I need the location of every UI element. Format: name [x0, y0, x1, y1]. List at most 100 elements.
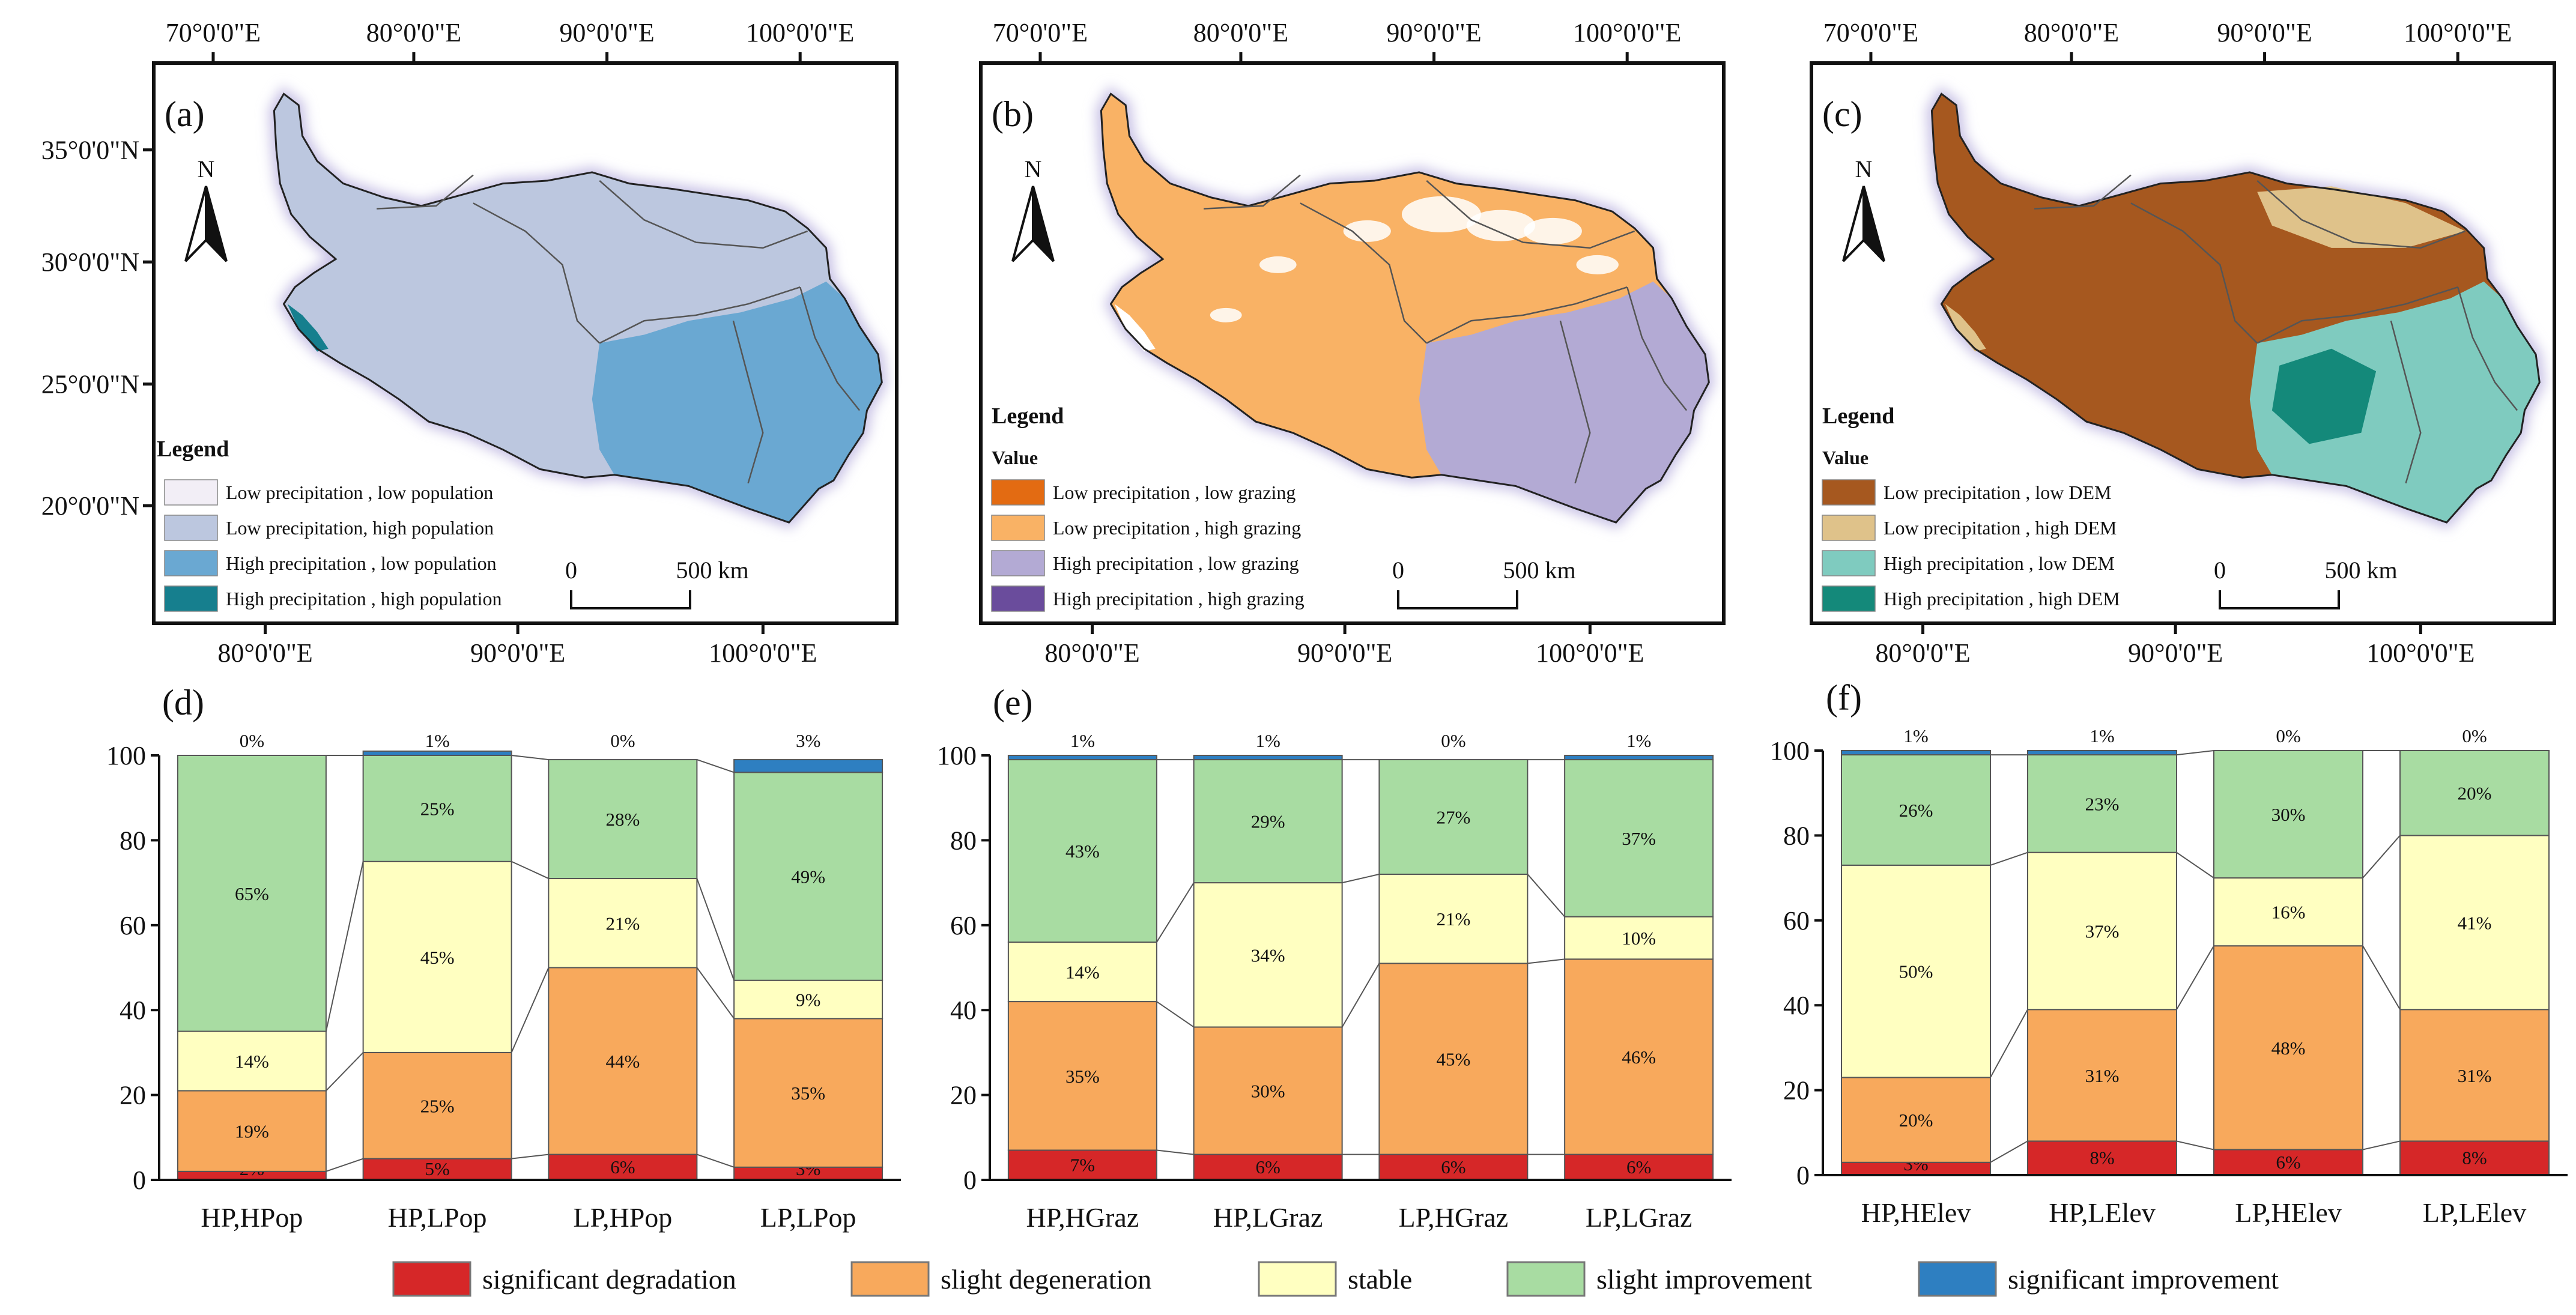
top-tick-label: 80°0'0"E [2024, 18, 2119, 47]
top-tick-label: 80°0'0"E [1193, 18, 1288, 47]
bar-segment-label: 14% [1065, 962, 1100, 983]
legend-swatch [850, 1261, 930, 1297]
top-tick-label: 90°0'0"E [1386, 18, 1481, 47]
map-frame [152, 61, 899, 625]
bar-segment-label: 0% [2462, 725, 2487, 746]
bar-segment [2027, 750, 2177, 756]
connector-line [2362, 945, 2401, 1010]
y-tick-label: 20 [950, 1081, 977, 1110]
bar-segment [2213, 1149, 2363, 1176]
bar-segment-label: 46% [1622, 1047, 1656, 1068]
top-tick-label: 100°0'0"E [2404, 18, 2512, 47]
top-tick-label: 80°0'0"E [366, 18, 461, 47]
map-panel-b: 70°0'0"E 80°0'0"E 90°0'0"E 100°0'0"E 80°0'0"… [979, 18, 1726, 668]
y-tick-label: 80 [950, 826, 977, 855]
left-tick-label: 30°0'0"N [41, 247, 139, 277]
y-tick-label: 80 [120, 826, 146, 855]
legend-subtitle: Value [1822, 447, 1868, 468]
y-tick-label: 40 [1783, 991, 1810, 1020]
left-tick-label: 35°0'0"N [41, 136, 139, 165]
legend-swatch [1918, 1261, 1997, 1297]
stacked-bar-chart-d: 2%19%14%65%0%HP,HPop5%25%45%25%1%HP,LPop… [106, 683, 901, 1233]
bar-segment [1841, 1077, 1991, 1163]
connector-line [1156, 1001, 1195, 1028]
bar-segment [2213, 945, 2363, 1150]
province-boundary [1300, 202, 1428, 344]
province-boundary [599, 180, 808, 249]
connector-line [697, 759, 735, 773]
bar-segment-label: 49% [791, 866, 825, 887]
province-boundary [1559, 320, 1591, 484]
category-label: LP,LElev [2423, 1197, 2526, 1228]
map-frame [1810, 61, 2556, 625]
bar-segment-label: 30% [1251, 1081, 1285, 1102]
plateau-outline [1930, 92, 2541, 524]
legend-title: Legend [992, 404, 1064, 429]
bar-segment-label: 45% [420, 947, 455, 968]
connector-line [2362, 1140, 2401, 1150]
bar-segment-label: 45% [1436, 1049, 1470, 1070]
bar-segment-label: 25% [420, 798, 455, 819]
bar-segment-label: 8% [2462, 1147, 2487, 1168]
y-tick-label: 20 [120, 1081, 146, 1110]
legend-swatch [1258, 1261, 1337, 1297]
chart-title: (d) [162, 683, 204, 722]
bar-segment [2027, 1009, 2177, 1142]
y-tick-label: 20 [1783, 1076, 1810, 1105]
legend-item-label: High precipitation , low DEM [1884, 552, 2115, 574]
connector-line [696, 967, 735, 1019]
connector-line [325, 861, 364, 1032]
bar-segment-label: 37% [2085, 920, 2120, 942]
legend-item-label: High precipitation , high population [226, 588, 502, 609]
bar-segment-label: 1% [1070, 730, 1095, 751]
bar-segment-label: 3% [796, 730, 820, 751]
bar-segment [1378, 963, 1529, 1155]
north-arrow-icon [205, 186, 228, 262]
bar-segment [2213, 750, 2363, 879]
province-boundary [2130, 202, 2258, 344]
y-tick-label: 100 [937, 741, 977, 770]
legend-item-label: Low precipitation , high grazing [1053, 517, 1301, 539]
plateau-west-patch [287, 304, 329, 352]
chart-title: (e) [993, 683, 1033, 722]
legend-swatch [1822, 515, 1876, 541]
bar-segment [1193, 1026, 1343, 1155]
scale-bar [570, 590, 691, 609]
bar-segment-label: 7% [1070, 1154, 1095, 1175]
bar-segment-label: 6% [610, 1156, 635, 1177]
bar-segment [362, 1051, 512, 1159]
bar-segment-label: 43% [1065, 841, 1100, 862]
bar-segment-label: 37% [1622, 828, 1656, 849]
top-tick-label: 100°0'0"E [1573, 18, 1681, 47]
legend-swatch [991, 515, 1045, 541]
unclassified-patch [1343, 220, 1391, 242]
bar-segment [1564, 916, 1714, 960]
province-boundary [799, 286, 861, 411]
top-tick-label: 100°0'0"E [746, 18, 854, 47]
bar-segment-label: 6% [1255, 1156, 1280, 1177]
bottom-tick-label: 80°0'0"E [1875, 638, 1970, 668]
connector-line [2176, 1140, 2214, 1150]
scale-distance: 500 km [2324, 557, 2397, 584]
bar-segment-label: 48% [2271, 1038, 2306, 1059]
connector-line [511, 1153, 549, 1159]
bottom-tick-label: 80°0'0"E [1044, 638, 1139, 668]
connector-line [1341, 963, 1380, 1027]
legend-swatch [164, 479, 218, 506]
category-label: LP,HGraz [1399, 1202, 1509, 1233]
connector-line [326, 1158, 363, 1172]
north-arrow-icon [1032, 186, 1055, 262]
province-boundary [1426, 180, 1635, 249]
legend-label: slight improvement [1596, 1264, 1812, 1295]
bar-segment [1007, 759, 1157, 943]
scale-bar [1397, 590, 1518, 609]
top-tick-label: 70°0'0"E [993, 18, 1088, 47]
legend-swatch [1822, 585, 1876, 612]
bottom-legend: significant degradation slight degenerati… [392, 1261, 2279, 1297]
bar-segment-label: 20% [2458, 783, 2492, 804]
y-tick-label: 60 [120, 911, 146, 940]
plateau-north-east-region [2257, 186, 2465, 248]
bar-segment-label: 25% [420, 1095, 455, 1116]
plateau-south-region [1419, 281, 1709, 523]
scale-distance: 500 km [1503, 557, 1575, 584]
